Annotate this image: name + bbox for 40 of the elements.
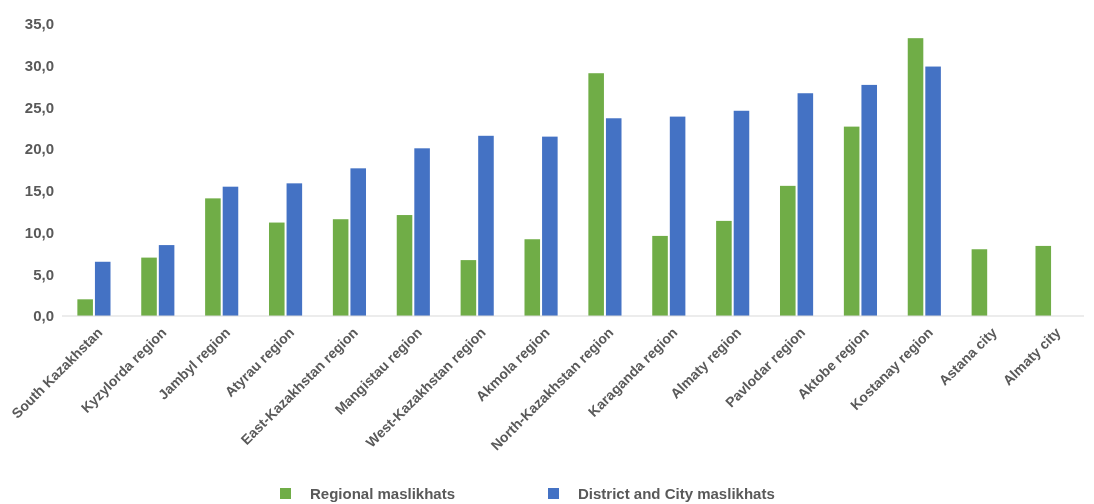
bar [332, 219, 349, 316]
bar [971, 249, 988, 316]
y-tick-label: 0,0 [33, 307, 54, 325]
bar [141, 257, 157, 316]
bar [286, 183, 303, 316]
bar [205, 198, 221, 316]
y-tick-label: 15,0 [24, 182, 54, 200]
bar [861, 84, 877, 316]
y-tick-label: 20,0 [24, 140, 54, 158]
legend-label: District and City maslikhats [578, 485, 775, 503]
y-tick-label: 5,0 [33, 265, 54, 283]
bar [222, 186, 239, 316]
bar [414, 148, 430, 316]
y-tick-label: 25,0 [24, 98, 54, 116]
bar [605, 118, 622, 316]
bar [843, 126, 860, 316]
bar [94, 261, 111, 316]
bar [542, 136, 558, 316]
bar [797, 93, 814, 316]
bar [158, 245, 175, 316]
bar [1035, 245, 1052, 316]
bar [396, 215, 413, 316]
bar [733, 110, 750, 316]
bar [478, 135, 494, 316]
bar [524, 239, 541, 316]
bar [269, 222, 285, 316]
bar [460, 260, 477, 316]
y-tick-label: 30,0 [24, 56, 54, 74]
bar [588, 73, 604, 316]
y-tick-label: 35,0 [24, 15, 54, 33]
bar [77, 299, 93, 316]
bar [907, 38, 924, 316]
bar [669, 116, 686, 316]
bar [780, 185, 796, 316]
legend-label: Regional maslikhats [310, 485, 456, 503]
y-tick-label: 10,0 [24, 223, 54, 241]
bar [925, 66, 941, 316]
bar [652, 235, 668, 316]
bar [350, 168, 366, 316]
bar [716, 220, 732, 316]
